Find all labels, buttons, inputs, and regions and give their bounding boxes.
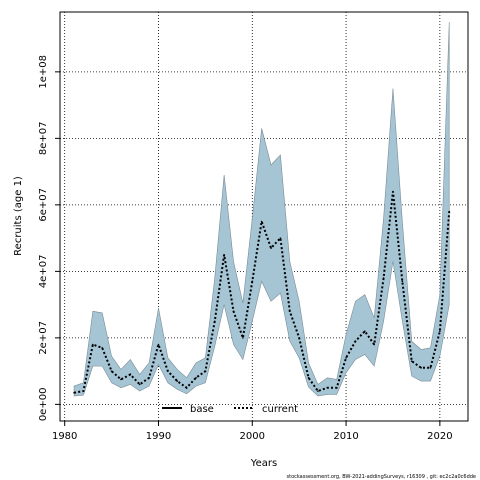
y-tick-label: 1e+08	[38, 55, 49, 89]
data-point	[101, 347, 104, 349]
data-point	[298, 337, 300, 339]
data-point	[392, 190, 394, 193]
data-point	[420, 366, 422, 369]
confidence-band	[73, 21, 450, 397]
data-point	[176, 380, 179, 382]
y-axis-title: Recruits (age 1)	[13, 176, 24, 256]
data-point	[354, 340, 357, 342]
footer-note: stockassessment.org, BW-2021-addingSurve…	[287, 474, 477, 480]
data-point	[317, 390, 319, 392]
data-point	[373, 343, 376, 346]
data-point	[410, 360, 413, 362]
data-point	[129, 373, 132, 376]
data-point	[82, 390, 85, 392]
y-tick-label: 8e+07	[38, 122, 49, 156]
data-point	[223, 253, 225, 256]
legend-label-base: base	[190, 404, 214, 415]
data-point	[213, 320, 216, 323]
x-axis: 1980 1990 2000 2010 2020	[52, 421, 453, 442]
series-line-layer	[73, 191, 451, 394]
data-point	[270, 247, 272, 249]
data-point	[110, 370, 113, 372]
y-axis: 0e+00 2e+07 4e+07 6e+07 8e+07 1e+08	[38, 55, 60, 421]
data-point	[138, 383, 141, 386]
data-point	[260, 220, 263, 223]
y-tick-label: 2e+07	[38, 321, 49, 355]
data-point	[382, 277, 385, 279]
data-point	[204, 370, 207, 372]
y-tick-label: 6e+07	[38, 188, 49, 222]
x-tick-label: 2020	[427, 431, 452, 442]
x-axis-title: Years	[250, 458, 277, 469]
series-points-layer	[73, 190, 451, 394]
data-point	[185, 386, 188, 389]
data-point	[167, 370, 169, 372]
data-point	[326, 386, 329, 389]
data-point	[439, 330, 441, 333]
data-point	[232, 310, 235, 313]
x-tick-label: 2000	[240, 431, 265, 442]
x-tick-label: 2010	[333, 431, 358, 442]
data-point	[401, 280, 404, 283]
data-point	[335, 386, 338, 389]
data-point	[120, 378, 122, 381]
confidence-band-layer	[73, 21, 450, 397]
data-point	[251, 280, 254, 283]
series-line-current	[73, 191, 451, 394]
data-point	[288, 310, 291, 313]
data-point	[364, 330, 366, 333]
x-tick-label: 1990	[146, 431, 171, 442]
data-point	[448, 210, 451, 213]
plot-frame	[59, 11, 469, 422]
data-point	[157, 343, 160, 346]
data-point	[429, 366, 432, 369]
legend: base current	[162, 404, 298, 415]
legend-label-current: current	[262, 404, 298, 415]
data-point	[307, 376, 310, 379]
y-tick-label: 4e+07	[38, 255, 49, 289]
data-point	[92, 343, 94, 346]
data-point	[148, 376, 150, 379]
data-point	[345, 357, 347, 359]
data-point	[73, 391, 75, 394]
data-point	[195, 376, 197, 379]
x-tick-label: 1980	[52, 431, 77, 442]
data-point	[242, 337, 244, 339]
y-tick-label: 0e+00	[38, 388, 49, 422]
data-point	[279, 237, 282, 239]
